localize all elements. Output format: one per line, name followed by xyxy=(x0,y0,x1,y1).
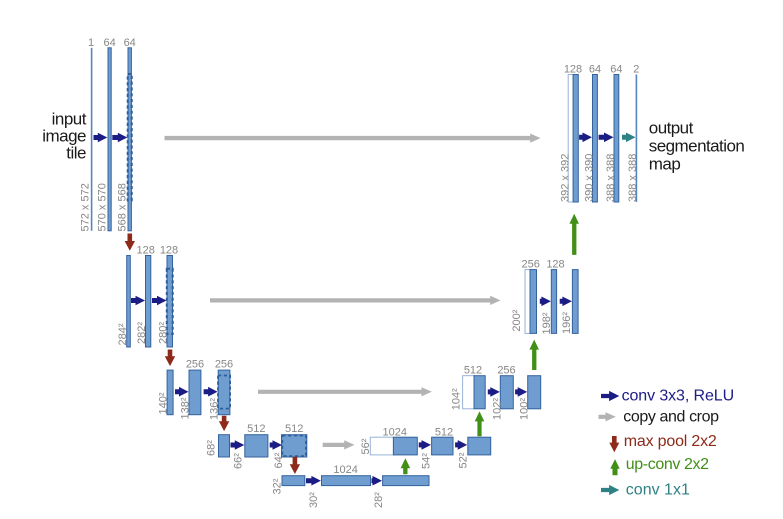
svg-text:54²: 54² xyxy=(421,453,433,469)
svg-text:tile: tile xyxy=(66,144,86,163)
svg-text:52²: 52² xyxy=(457,452,469,468)
svg-text:output: output xyxy=(649,118,694,137)
svg-text:2: 2 xyxy=(633,63,639,75)
svg-text:390 x 390: 390 x 390 xyxy=(584,154,596,202)
svg-text:282²: 282² xyxy=(136,322,148,344)
svg-text:1: 1 xyxy=(88,37,94,49)
svg-text:1024: 1024 xyxy=(383,426,407,438)
svg-text:up-conv 2x2: up-conv 2x2 xyxy=(626,456,709,473)
svg-text:256: 256 xyxy=(186,359,204,371)
svg-text:68²: 68² xyxy=(206,440,218,456)
svg-text:copy and crop: copy and crop xyxy=(623,409,719,426)
svg-text:66²: 66² xyxy=(233,453,245,469)
svg-text:196²: 196² xyxy=(561,312,573,334)
svg-text:map: map xyxy=(649,154,681,173)
svg-text:30²: 30² xyxy=(308,492,320,508)
svg-text:512: 512 xyxy=(464,364,482,376)
svg-text:512: 512 xyxy=(285,423,303,435)
svg-text:388 x 388: 388 x 388 xyxy=(605,154,617,202)
svg-text:392 x 392: 392 x 392 xyxy=(559,154,571,202)
svg-text:64: 64 xyxy=(610,63,622,75)
svg-text:280²: 280² xyxy=(157,322,169,344)
svg-text:102²: 102² xyxy=(492,398,504,420)
svg-text:64: 64 xyxy=(589,63,601,75)
svg-text:138²: 138² xyxy=(179,397,191,419)
svg-text:512: 512 xyxy=(435,426,453,438)
svg-text:128: 128 xyxy=(137,244,155,256)
svg-text:572 x 572: 572 x 572 xyxy=(80,183,92,231)
svg-text:conv 1x1: conv 1x1 xyxy=(626,482,690,499)
svg-text:284²: 284² xyxy=(117,323,129,345)
svg-text:128: 128 xyxy=(160,244,178,256)
svg-text:128: 128 xyxy=(546,258,564,270)
svg-text:388 x 388: 388 x 388 xyxy=(627,154,639,202)
svg-text:input: input xyxy=(52,110,87,129)
svg-text:max pool 2x2: max pool 2x2 xyxy=(624,433,717,450)
svg-text:32²: 32² xyxy=(272,478,284,494)
svg-text:conv 3x3, ReLU: conv 3x3, ReLU xyxy=(622,387,734,404)
svg-text:570 x 570: 570 x 570 xyxy=(97,183,109,231)
svg-text:28²: 28² xyxy=(373,492,385,508)
svg-text:256: 256 xyxy=(215,359,233,371)
svg-text:128: 128 xyxy=(564,63,582,75)
svg-text:64: 64 xyxy=(103,37,115,49)
svg-text:100²: 100² xyxy=(519,398,531,420)
svg-text:136²: 136² xyxy=(208,398,220,420)
svg-text:512: 512 xyxy=(247,423,265,435)
svg-text:64²: 64² xyxy=(273,452,285,468)
svg-text:image: image xyxy=(42,127,86,146)
svg-text:segmentation: segmentation xyxy=(649,137,745,156)
svg-text:200²: 200² xyxy=(511,309,523,331)
svg-text:256: 256 xyxy=(497,364,515,376)
svg-text:56²: 56² xyxy=(360,438,372,454)
svg-text:1024: 1024 xyxy=(333,464,357,476)
svg-text:64: 64 xyxy=(124,37,136,49)
svg-text:198²: 198² xyxy=(541,312,553,334)
svg-text:140²: 140² xyxy=(157,392,169,414)
svg-text:104²: 104² xyxy=(451,388,463,410)
svg-text:256: 256 xyxy=(522,258,540,270)
svg-text:568 x 568: 568 x 568 xyxy=(117,183,129,231)
